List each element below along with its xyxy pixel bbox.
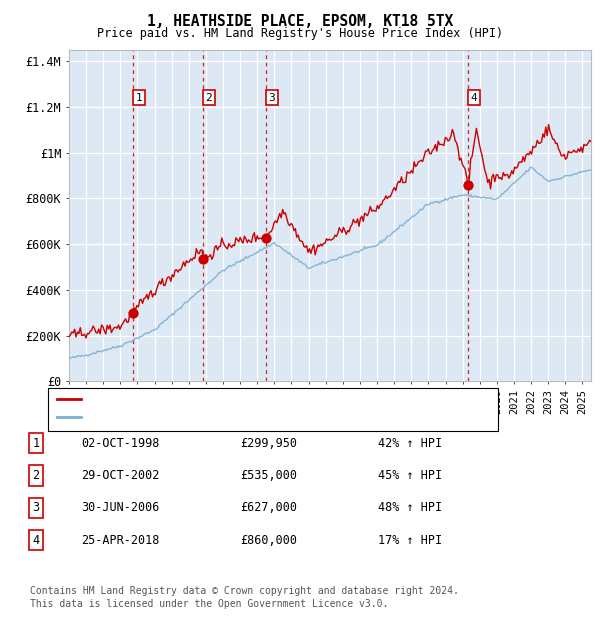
Text: 42% ↑ HPI: 42% ↑ HPI <box>378 437 442 450</box>
Point <box>261 233 271 243</box>
Text: £535,000: £535,000 <box>240 469 297 482</box>
Text: 1, HEATHSIDE PLACE, EPSOM, KT18 5TX: 1, HEATHSIDE PLACE, EPSOM, KT18 5TX <box>147 14 453 29</box>
Text: 4: 4 <box>32 534 40 546</box>
Text: £860,000: £860,000 <box>240 534 297 546</box>
Text: £299,950: £299,950 <box>240 437 297 450</box>
Text: 1: 1 <box>136 92 142 103</box>
Point <box>198 254 208 264</box>
Text: 3: 3 <box>268 92 275 103</box>
Text: Contains HM Land Registry data © Crown copyright and database right 2024.
This d: Contains HM Land Registry data © Crown c… <box>30 586 459 609</box>
Text: 2: 2 <box>32 469 40 482</box>
Text: 29-OCT-2002: 29-OCT-2002 <box>81 469 160 482</box>
Text: 2: 2 <box>206 92 212 103</box>
Point <box>128 308 138 317</box>
Text: Price paid vs. HM Land Registry's House Price Index (HPI): Price paid vs. HM Land Registry's House … <box>97 27 503 40</box>
Text: 48% ↑ HPI: 48% ↑ HPI <box>378 502 442 514</box>
Text: HPI: Average price, detached house, Reigate and Banstead: HPI: Average price, detached house, Reig… <box>85 412 449 422</box>
Text: 1: 1 <box>32 437 40 450</box>
Point <box>463 180 473 190</box>
Text: 1, HEATHSIDE PLACE, EPSOM, KT18 5TX (detached house): 1, HEATHSIDE PLACE, EPSOM, KT18 5TX (det… <box>85 394 423 404</box>
Text: 3: 3 <box>32 502 40 514</box>
Text: 30-JUN-2006: 30-JUN-2006 <box>81 502 160 514</box>
Text: 25-APR-2018: 25-APR-2018 <box>81 534 160 546</box>
Text: 4: 4 <box>470 92 477 103</box>
Text: 17% ↑ HPI: 17% ↑ HPI <box>378 534 442 546</box>
Text: 45% ↑ HPI: 45% ↑ HPI <box>378 469 442 482</box>
Text: £627,000: £627,000 <box>240 502 297 514</box>
Text: 02-OCT-1998: 02-OCT-1998 <box>81 437 160 450</box>
